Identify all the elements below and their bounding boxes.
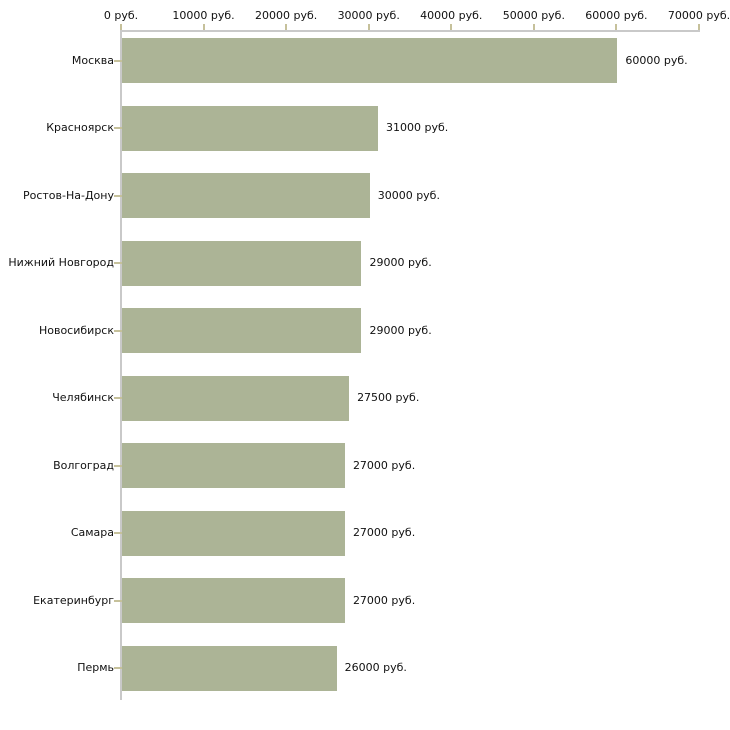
category-label: Новосибирск (38, 323, 114, 337)
category-label: Челябинск (52, 391, 114, 405)
category-label: Нижний Новгород (8, 256, 114, 270)
category-tick-mark (114, 59, 122, 62)
category-tick-mark (114, 599, 122, 602)
value-label: 27000 руб. (352, 593, 416, 607)
bar (122, 645, 337, 691)
bar (122, 308, 362, 354)
category-label: Екатеринбург (33, 593, 114, 607)
x-axis-tick-mark (532, 24, 535, 32)
value-label: 29000 руб. (369, 256, 432, 270)
value-label: 26000 руб. (344, 661, 407, 675)
value-label: 27000 руб. (352, 526, 416, 540)
category-tick-mark (114, 194, 122, 197)
value-label: 27500 руб. (357, 391, 420, 405)
category-label: Москва (71, 53, 114, 67)
x-axis-tick-label: 20000 руб. (255, 9, 318, 22)
x-axis-tick-mark (698, 24, 700, 32)
value-label: 60000 руб. (625, 53, 688, 67)
x-axis-tick-mark (285, 24, 288, 32)
y-axis-line (120, 30, 122, 700)
bar (122, 510, 345, 556)
category-tick-mark (114, 127, 122, 130)
category-label: Ростов-На-Дону (22, 188, 114, 202)
category-tick-mark (114, 262, 122, 265)
bar (122, 105, 378, 151)
bar (122, 38, 618, 83)
x-axis-tick-label: 40000 руб. (420, 9, 483, 22)
bar (122, 375, 350, 421)
value-label: 27000 руб. (352, 458, 416, 472)
category-tick-mark (114, 464, 122, 467)
category-tick-mark (114, 397, 122, 400)
category-label: Волгоград (53, 458, 114, 472)
value-label: 31000 руб. (385, 121, 449, 135)
x-axis-tick-label: 0 руб. (103, 9, 139, 22)
x-axis-tick-label: 10000 руб. (172, 9, 235, 22)
x-axis-line (120, 30, 700, 32)
x-axis-tick-label: 70000 руб. (667, 9, 730, 22)
x-axis-tick-label: 60000 руб. (585, 9, 648, 22)
bar (122, 173, 370, 219)
bar (122, 578, 345, 624)
bar (122, 443, 345, 489)
category-label: Самара (70, 526, 114, 540)
x-axis-tick-label: 30000 руб. (337, 9, 400, 22)
category-tick-mark (114, 329, 122, 332)
category-tick-mark (114, 532, 122, 535)
x-axis-tick-mark (367, 24, 370, 32)
x-axis-tick-mark (120, 24, 122, 32)
category-label: Пермь (77, 661, 114, 675)
x-axis-tick-mark (450, 24, 453, 32)
x-axis-tick-label: 50000 руб. (502, 9, 565, 22)
bar (122, 240, 362, 286)
x-axis-tick-mark (615, 24, 618, 32)
category-label: Красноярск (46, 121, 114, 135)
category-tick-mark (114, 667, 122, 670)
value-label: 30000 руб. (377, 188, 440, 202)
value-label: 29000 руб. (369, 323, 432, 337)
x-axis-tick-mark (202, 24, 205, 32)
